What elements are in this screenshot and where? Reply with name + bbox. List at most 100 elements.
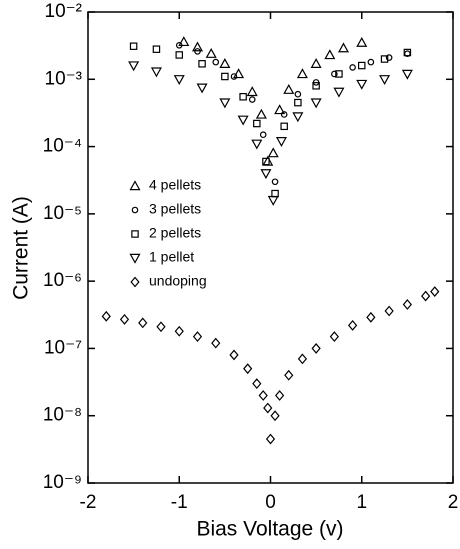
x-tick-label: -1 bbox=[171, 492, 188, 513]
legend-marker bbox=[131, 230, 139, 238]
data-point bbox=[230, 73, 238, 80]
data-point bbox=[283, 83, 295, 94]
data-point bbox=[337, 42, 350, 53]
data-point bbox=[229, 349, 239, 361]
data-point bbox=[385, 54, 393, 61]
data-point bbox=[253, 119, 261, 128]
data-point bbox=[178, 36, 190, 47]
y-tick-label: 10⁻⁶ bbox=[43, 270, 82, 291]
legend-label: 2 pellets bbox=[149, 225, 201, 241]
data-point bbox=[349, 64, 356, 71]
x-tick-label: 2 bbox=[448, 492, 459, 513]
data-point bbox=[211, 337, 221, 349]
data-point bbox=[252, 378, 262, 390]
data-point bbox=[270, 410, 280, 422]
y-tick-label: 10⁻³ bbox=[45, 68, 83, 89]
data-point bbox=[296, 68, 308, 79]
data-point bbox=[196, 83, 208, 94]
data-point bbox=[251, 139, 263, 150]
data-point bbox=[297, 353, 308, 365]
data-point bbox=[380, 55, 389, 63]
data-point bbox=[156, 321, 166, 333]
x-axis-label: Bias Voltage (v) bbox=[196, 518, 343, 541]
y-tick-label: 10⁻⁷ bbox=[44, 337, 82, 358]
data-point bbox=[248, 96, 256, 103]
data-point bbox=[329, 331, 339, 343]
data-point bbox=[271, 189, 279, 198]
data-point bbox=[219, 98, 231, 109]
data-point bbox=[173, 75, 185, 86]
x-tick-label: 0 bbox=[265, 492, 276, 513]
data-point bbox=[312, 82, 320, 90]
data-point bbox=[246, 86, 258, 97]
data-point bbox=[421, 290, 431, 302]
legend-marker bbox=[129, 253, 141, 264]
data-point bbox=[237, 115, 249, 126]
data-point bbox=[212, 58, 220, 66]
data-point bbox=[284, 369, 294, 381]
y-tick-label: 10⁻⁹ bbox=[43, 472, 82, 493]
data-point bbox=[119, 313, 130, 325]
legend-marker bbox=[131, 206, 139, 214]
y-tick-label: 10⁻⁴ bbox=[43, 136, 82, 157]
data-point bbox=[265, 433, 276, 445]
data-point bbox=[356, 36, 368, 47]
data-point bbox=[294, 98, 302, 107]
data-point bbox=[219, 58, 231, 68]
data-point bbox=[311, 343, 321, 354]
legend-label: 4 pellets bbox=[149, 177, 201, 193]
data-point bbox=[275, 390, 285, 401]
data-point bbox=[356, 79, 368, 90]
data-point bbox=[194, 48, 201, 55]
data-point bbox=[259, 131, 267, 139]
data-point bbox=[274, 104, 286, 115]
data-point bbox=[258, 390, 268, 401]
data-point bbox=[310, 58, 322, 68]
x-tick-label: -2 bbox=[80, 492, 97, 513]
data-point bbox=[150, 67, 162, 78]
legend-label: 3 pellets bbox=[149, 201, 201, 217]
data-point bbox=[243, 363, 253, 375]
data-point bbox=[430, 286, 440, 297]
data-point bbox=[401, 69, 413, 80]
data-point bbox=[152, 45, 161, 53]
data-point bbox=[367, 58, 375, 66]
data-point bbox=[128, 61, 140, 72]
data-point bbox=[275, 137, 287, 147]
data-point bbox=[175, 51, 184, 59]
data-point bbox=[379, 75, 391, 86]
data-point bbox=[366, 311, 376, 323]
y-tick-label: 10⁻⁵ bbox=[43, 203, 82, 224]
legend-label: 1 pellet bbox=[149, 249, 194, 265]
legend-marker bbox=[130, 276, 140, 288]
data-point bbox=[402, 299, 412, 310]
data-point bbox=[198, 60, 206, 68]
data-point bbox=[260, 169, 272, 180]
x-tick-label: 1 bbox=[356, 492, 367, 513]
data-point bbox=[331, 70, 338, 78]
data-point bbox=[294, 90, 302, 98]
data-point bbox=[358, 61, 366, 70]
data-point bbox=[205, 47, 217, 58]
data-point bbox=[384, 305, 394, 317]
data-point bbox=[129, 42, 138, 50]
data-point bbox=[335, 70, 343, 78]
data-point bbox=[403, 48, 412, 57]
data-point bbox=[174, 325, 184, 337]
data-point bbox=[233, 68, 245, 79]
data-point bbox=[138, 317, 148, 329]
data-point bbox=[263, 402, 273, 414]
data-point bbox=[267, 195, 279, 206]
data-point bbox=[292, 112, 304, 123]
data-point bbox=[192, 331, 203, 343]
data-point bbox=[310, 98, 322, 109]
data-point bbox=[191, 41, 204, 52]
data-point bbox=[255, 108, 267, 119]
data-point bbox=[271, 178, 279, 186]
y-tick-label: 10⁻² bbox=[45, 1, 83, 22]
legend-marker bbox=[129, 180, 141, 191]
data-point bbox=[101, 310, 111, 322]
data-point bbox=[280, 122, 288, 131]
data-point bbox=[324, 49, 336, 60]
